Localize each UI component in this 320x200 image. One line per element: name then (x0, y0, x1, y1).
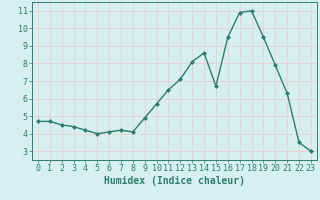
X-axis label: Humidex (Indice chaleur): Humidex (Indice chaleur) (104, 176, 245, 186)
